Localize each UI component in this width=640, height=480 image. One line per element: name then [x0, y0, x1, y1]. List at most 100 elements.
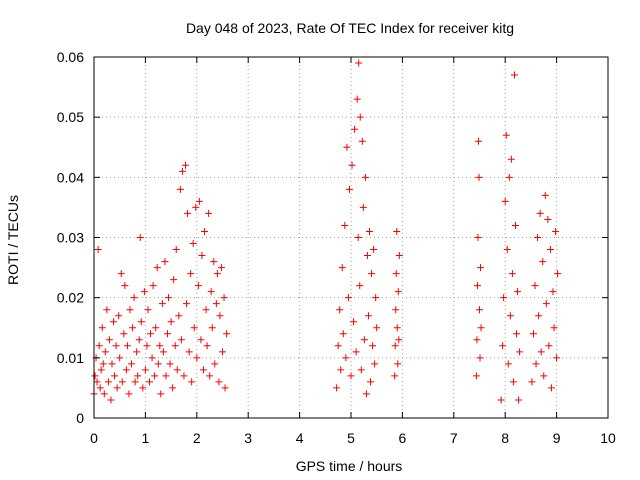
data-point: [177, 336, 185, 344]
data-point: [360, 336, 368, 344]
data-point: [125, 390, 133, 398]
x-tick-labels: 0 1 2 3 4 5 6 7 8 9 10: [90, 430, 616, 446]
data-point: [122, 366, 130, 374]
data-point: [178, 167, 186, 175]
data-point: [113, 384, 121, 392]
data-point: [203, 342, 211, 350]
x-tick-label: 0: [90, 430, 98, 446]
data-point: [475, 173, 483, 181]
data-point: [500, 294, 508, 302]
x-tick-label: 6: [399, 430, 407, 446]
data-point: [354, 234, 362, 241]
data-point: [339, 330, 347, 338]
data-point: [473, 336, 481, 344]
data-point: [221, 384, 229, 392]
data-point: [544, 215, 552, 223]
data-point: [369, 342, 377, 350]
data-point: [343, 143, 351, 151]
data-point: [154, 360, 162, 368]
data-point: [472, 372, 480, 380]
data-point: [211, 360, 219, 368]
data-point: [503, 246, 511, 254]
data-point: [93, 378, 101, 386]
data-point: [529, 330, 537, 338]
data-point: [112, 342, 120, 350]
data-point: [505, 173, 513, 181]
data-point: [341, 221, 349, 229]
data-point: [350, 318, 358, 326]
data-point: [554, 270, 562, 278]
data-point: [351, 125, 359, 133]
data-point: [156, 342, 164, 350]
data-point: [368, 270, 376, 278]
data-point: [391, 342, 399, 350]
data-point: [210, 258, 218, 266]
data-point: [361, 173, 369, 181]
data-point: [108, 360, 116, 368]
y-axis-label: ROTI / TECUs: [5, 195, 21, 285]
data-point: [546, 246, 554, 254]
data-point: [120, 330, 128, 338]
y-tick-label: 0.04: [57, 169, 84, 185]
data-point: [393, 324, 401, 332]
data-point: [372, 294, 380, 302]
data-point: [357, 366, 365, 374]
data-point: [392, 306, 400, 314]
data-point: [141, 366, 149, 374]
data-point: [173, 366, 181, 374]
y-tick-label: 0.06: [57, 49, 84, 65]
data-point: [164, 330, 172, 338]
data-point: [146, 378, 154, 386]
data-point: [367, 378, 375, 386]
data-point: [528, 378, 536, 386]
data-point: [216, 312, 224, 320]
data-point: [366, 227, 374, 235]
x-tick-label: 7: [450, 430, 458, 446]
data-point: [137, 318, 145, 326]
data-point: [148, 354, 156, 362]
data-point: [549, 288, 557, 296]
data-point: [128, 360, 136, 368]
data-point: [91, 372, 99, 380]
data-point: [371, 360, 379, 368]
data-point: [126, 306, 134, 314]
data-point: [352, 348, 360, 356]
data-point: [194, 282, 202, 290]
data-point: [334, 342, 342, 350]
data-point: [107, 396, 115, 404]
data-point: [94, 246, 102, 254]
data-point: [105, 336, 113, 344]
data-point: [509, 378, 517, 386]
data-point: [545, 342, 553, 350]
data-point: [215, 378, 223, 386]
data-point: [373, 324, 381, 332]
data-point: [348, 161, 356, 169]
data-point: [149, 282, 157, 290]
data-point: [100, 390, 108, 398]
data-point: [192, 203, 200, 211]
data-point: [501, 197, 509, 205]
data-point: [508, 270, 516, 278]
chart-title: Day 048 of 2023, Rate Of TEC Index for r…: [186, 20, 514, 36]
data-point: [159, 348, 167, 356]
data-point: [502, 131, 510, 139]
y-tick-label: 0.05: [57, 109, 84, 125]
data-point: [541, 191, 549, 199]
data-point: [542, 300, 550, 308]
data-point: [540, 372, 548, 380]
data-point: [161, 258, 169, 266]
data-point: [355, 59, 363, 67]
y-tick-labels: 0 0.01 0.02 0.03 0.04 0.05 0.06: [57, 49, 84, 426]
data-point: [364, 312, 372, 320]
data-point: [206, 372, 214, 380]
data-point: [217, 264, 225, 272]
data-point: [193, 354, 201, 362]
data-point: [516, 348, 524, 356]
data-point: [104, 378, 112, 386]
data-point: [201, 227, 209, 235]
data-point: [162, 372, 170, 380]
data-point: [370, 246, 378, 254]
data-point: [537, 348, 545, 356]
x-tick-label: 9: [553, 430, 561, 446]
data-point: [474, 234, 482, 241]
